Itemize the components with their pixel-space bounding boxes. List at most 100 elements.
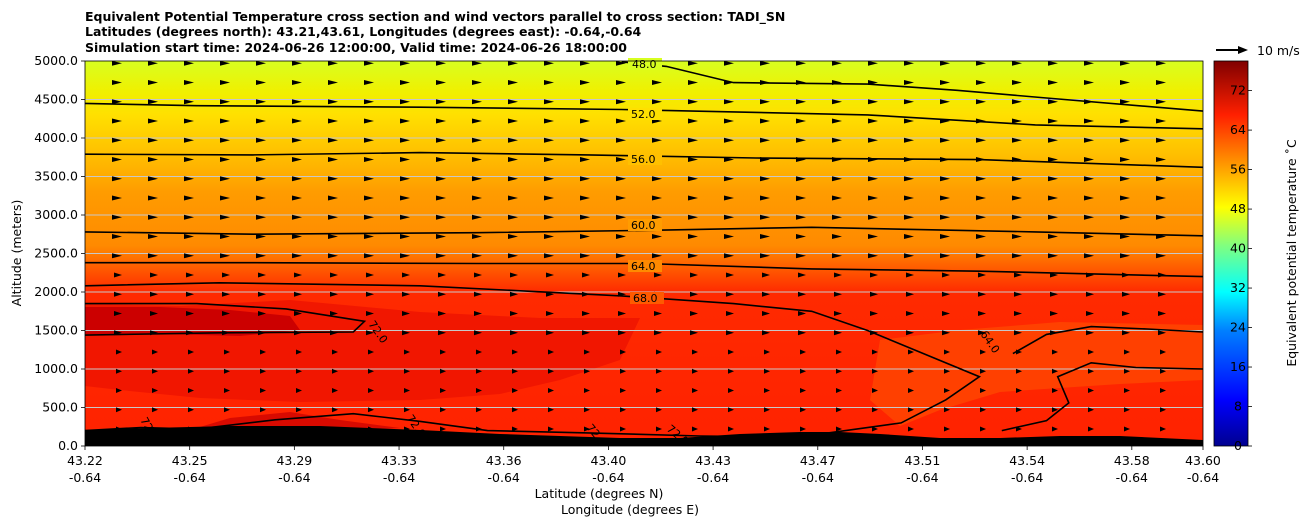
- wind-arrow: [976, 99, 986, 105]
- wind-arrow: [832, 253, 842, 259]
- wind-arrow: [904, 137, 914, 143]
- wind-arrow: [724, 99, 734, 105]
- wind-arrow: [1012, 99, 1022, 105]
- wind-arrow: [294, 272, 302, 278]
- wind-arrow: [328, 99, 338, 105]
- y-tick-label: 2500.0: [34, 246, 78, 261]
- wind-arrow: [472, 118, 482, 124]
- wind-arrow: [1084, 176, 1094, 182]
- wind-arrow: [726, 272, 734, 278]
- wind-arrow: [548, 407, 554, 413]
- wind-arrow: [616, 118, 626, 124]
- wind-arrow: [760, 118, 770, 124]
- wind-arrow: [690, 311, 698, 317]
- y-tick-label: 2000.0: [34, 284, 78, 299]
- colorbar-tick-label: 24: [1230, 320, 1246, 335]
- wind-arrow: [724, 214, 734, 220]
- wind-arrow: [688, 157, 698, 163]
- wind-arrow: [1156, 195, 1166, 201]
- wind-arrow: [116, 368, 122, 374]
- wind-arrow: [330, 272, 338, 278]
- wind-arrow: [508, 195, 518, 201]
- wind-arrow: [220, 253, 230, 259]
- wind-arrow: [580, 118, 590, 124]
- wind-arrow: [908, 426, 914, 432]
- wind-arrow: [260, 407, 266, 413]
- wind-arrow: [800, 407, 806, 413]
- wind-arrow: [292, 253, 302, 259]
- wind-arrow: [148, 195, 158, 201]
- wind-arrow: [402, 330, 410, 336]
- wind-arrow: [724, 234, 734, 240]
- wind-arrow: [1052, 349, 1058, 355]
- wind-arrow: [436, 61, 446, 66]
- wind-arrow: [256, 157, 266, 163]
- wind-arrow: [616, 195, 626, 201]
- wind-arrow: [292, 214, 302, 220]
- wind-arrow: [1156, 61, 1166, 66]
- wind-arrow: [436, 253, 446, 259]
- wind-arrow: [904, 214, 914, 220]
- wind-arrow: [582, 311, 590, 317]
- wind-arrow: [296, 407, 302, 413]
- wind-arrow: [690, 272, 698, 278]
- wind-arrow: [834, 291, 842, 297]
- wind-arrow: [978, 272, 986, 278]
- wind-arrow: [184, 61, 194, 66]
- wind-arrow: [944, 407, 950, 413]
- colorbar-ticks: 0 8 16 24 32 40 48 56 64 72: [1230, 83, 1252, 453]
- wind-arrow: [152, 368, 158, 374]
- wind-arrow: [1156, 99, 1166, 105]
- wind-arrow: [976, 61, 986, 66]
- wind-arrow: [940, 99, 950, 105]
- label-bg: [630, 292, 664, 304]
- wind-arrow: [940, 80, 950, 86]
- wind-arrow: [764, 388, 770, 394]
- wind-arrow: [796, 99, 806, 105]
- x-axis-label-longitude: Longitude (degrees E): [561, 502, 699, 517]
- contour-64: [1001, 361, 1203, 432]
- wind-arrow: [1160, 388, 1166, 394]
- wind-arrow: [328, 157, 338, 163]
- wind-arrow: [292, 157, 302, 163]
- wind-arrow: [222, 311, 230, 317]
- wind-arrow: [1084, 118, 1094, 124]
- wind-arrow: [1156, 118, 1166, 124]
- wind-arrow: [832, 61, 842, 66]
- wind-arrow: [1122, 311, 1130, 317]
- wind-arrow: [908, 388, 914, 394]
- wind-arrow: [328, 214, 338, 220]
- wind-arrow: [976, 176, 986, 182]
- wind-arrow: [328, 80, 338, 86]
- wind-arrow: [1012, 137, 1022, 143]
- wind-arrow: [692, 388, 698, 394]
- wind-arrow: [616, 234, 626, 240]
- wind-arrow: [188, 349, 194, 355]
- wind-arrow: [976, 80, 986, 86]
- wind-arrow: [472, 234, 482, 240]
- wind-arrow: [690, 330, 698, 336]
- wind-arrow: [832, 137, 842, 143]
- wind-arrow: [368, 349, 374, 355]
- wind-arrow: [688, 176, 698, 182]
- wind-arrow: [508, 176, 518, 182]
- x-tick-label-lon: -0.64: [592, 470, 624, 485]
- y-tick-label: 3500.0: [34, 169, 78, 184]
- wind-arrow: [476, 388, 482, 394]
- wind-arrow: [402, 311, 410, 317]
- wind-arrow: [1124, 407, 1130, 413]
- wind-arrow: [544, 176, 554, 182]
- wind-arrow: [436, 99, 446, 105]
- wind-arrow: [1158, 291, 1166, 297]
- wind-arrow: [472, 157, 482, 163]
- wind-arrow: [544, 253, 554, 259]
- wind-arrow: [296, 388, 302, 394]
- wind-arrow: [438, 311, 446, 317]
- x-tick-label-lon: -0.64: [1011, 470, 1043, 485]
- wind-arrow: [906, 291, 914, 297]
- wind-arrow: [800, 426, 806, 432]
- contour-48: [621, 61, 1203, 112]
- wind-arrow: [1120, 137, 1130, 143]
- wind-arrow: [654, 272, 662, 278]
- wind-arrow: [580, 234, 590, 240]
